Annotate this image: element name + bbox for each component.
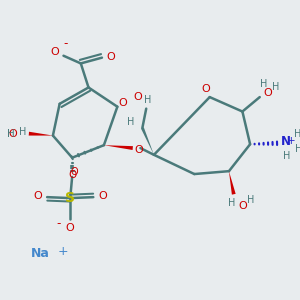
Text: O: O <box>50 47 59 57</box>
Text: O: O <box>134 145 143 155</box>
Text: H: H <box>145 95 152 105</box>
Text: +: + <box>57 245 68 259</box>
Polygon shape <box>104 145 133 150</box>
Text: O: O <box>99 191 107 201</box>
Text: H: H <box>248 195 255 205</box>
Text: O: O <box>263 88 272 98</box>
Text: O: O <box>106 52 115 62</box>
Text: O: O <box>202 84 210 94</box>
Text: S: S <box>65 191 75 205</box>
Text: N: N <box>281 135 291 148</box>
Text: Na: Na <box>31 248 50 260</box>
Text: O: O <box>238 201 247 211</box>
Polygon shape <box>229 171 236 195</box>
Text: O: O <box>66 223 75 233</box>
Text: H: H <box>260 79 267 88</box>
Polygon shape <box>29 132 53 136</box>
Text: O: O <box>8 129 17 139</box>
Text: H: H <box>228 198 236 208</box>
Text: H: H <box>20 127 27 137</box>
Text: O: O <box>33 191 42 201</box>
Polygon shape <box>141 127 154 155</box>
Text: H: H <box>296 144 300 154</box>
Text: O: O <box>133 92 142 102</box>
Text: H: H <box>283 151 290 161</box>
Text: H: H <box>272 82 280 92</box>
Text: H: H <box>7 129 14 139</box>
Text: +: + <box>287 136 296 146</box>
Text: -: - <box>63 37 68 50</box>
Text: O: O <box>119 98 128 108</box>
Text: O: O <box>70 167 78 177</box>
Text: -: - <box>56 217 61 230</box>
Text: H: H <box>127 117 134 127</box>
Text: O: O <box>68 170 76 180</box>
Text: H: H <box>294 129 300 139</box>
